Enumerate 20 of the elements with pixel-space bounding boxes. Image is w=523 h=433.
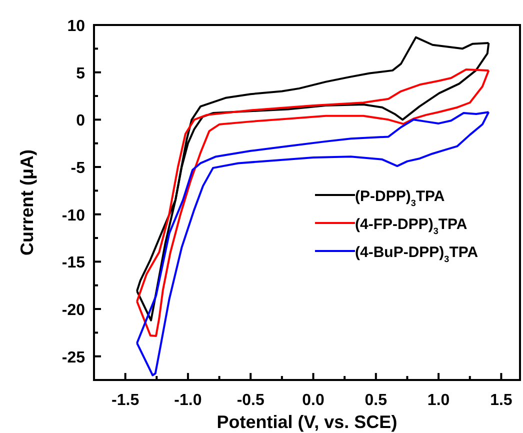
y-axis-title: Current (μA): [17, 149, 37, 256]
y-tick-label: -15: [62, 254, 86, 272]
y-tick-label: -5: [70, 160, 86, 177]
x-axis-title: Potential (V, vs. SCE): [216, 412, 398, 432]
x-tick-label: -0.5: [236, 392, 264, 409]
legend-label: (4-FP-DPP)$_{3}$TPA: [355, 216, 468, 236]
y-tick-label: -20: [62, 302, 86, 319]
y-tick-label: 5: [76, 65, 86, 82]
y-tick-label: -25: [62, 349, 86, 366]
y-tick-label: 10: [67, 18, 86, 35]
y-tick-label: 0: [76, 112, 86, 130]
x-tick-label: 0.0: [302, 392, 324, 409]
x-tick-label: -1.5: [112, 392, 140, 409]
legend-label: (P-DPP)$_{3}$TPA: [355, 188, 445, 208]
x-tick-label: -1.0: [174, 392, 202, 409]
x-tick-label: 1.5: [490, 392, 512, 409]
x-tick-label: 0.5: [364, 392, 388, 409]
x-tick-label: 1.0: [427, 392, 450, 409]
y-tick-label: -10: [62, 207, 86, 224]
legend-label: (4-BuP-DPP)$_{3}$TPA: [355, 244, 478, 264]
